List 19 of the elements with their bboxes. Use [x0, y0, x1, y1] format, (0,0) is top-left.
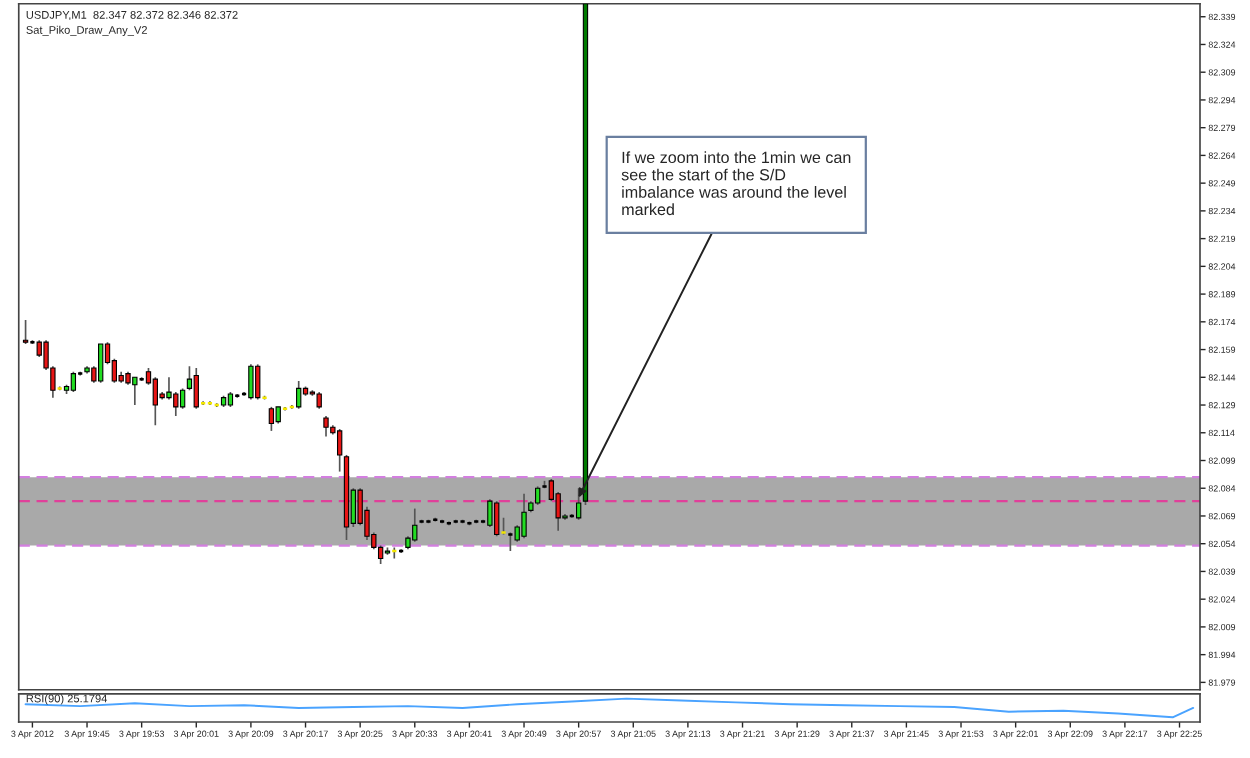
candlestick	[70, 370, 77, 393]
candlestick	[494, 500, 500, 538]
candlestick	[255, 363, 261, 401]
candlestick	[132, 376, 138, 406]
annotation: If we zoom into the 1min we can see the start of the S/D imbalance was around the level marked	[621, 151, 851, 216]
candlestick	[152, 376, 158, 427]
candlestick	[179, 387, 186, 410]
candlestick	[487, 498, 493, 528]
candlestick	[296, 380, 302, 410]
candlestick	[521, 492, 527, 539]
candlestick	[323, 415, 329, 438]
candlestick	[22, 319, 29, 345]
candlestick	[193, 367, 199, 410]
candlestick	[575, 487, 582, 521]
candlestick	[412, 507, 418, 543]
candlestick	[248, 363, 254, 401]
candlestick	[535, 485, 541, 506]
candlestick	[268, 406, 275, 432]
candlestick	[98, 343, 104, 384]
